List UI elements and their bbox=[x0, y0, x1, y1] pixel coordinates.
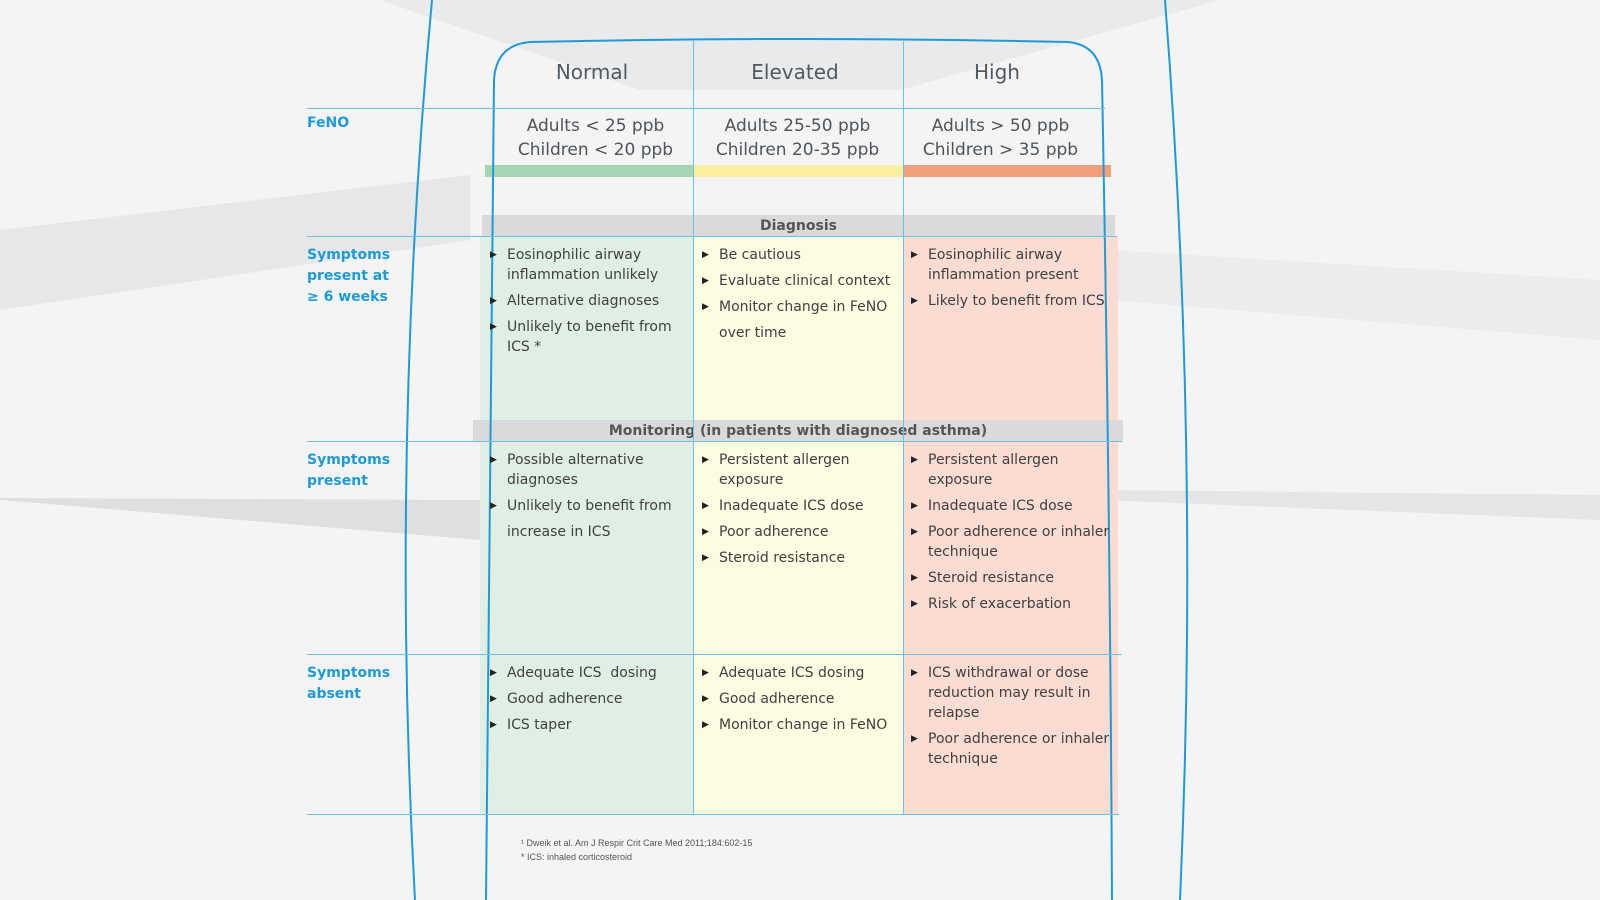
list-item: Adequate ICS dosing bbox=[490, 663, 685, 683]
list-item: Poor adherence or inhaler technique bbox=[911, 522, 1111, 562]
present-high-cell: Persistent allergen exposure Inadequate … bbox=[911, 450, 1111, 620]
diagnosis-elevated-cell: Be cautious Evaluate clinical context Mo… bbox=[702, 245, 897, 352]
list-item: Unlikely to benefit from increase in ICS bbox=[490, 493, 685, 545]
list-item: Inadequate ICS dose bbox=[702, 496, 897, 516]
list-item: Evaluate clinical context bbox=[702, 271, 897, 291]
absent-normal-cell: Adequate ICS dosing Good adherence ICS t… bbox=[490, 663, 685, 741]
row-label-symptoms-absent: Symptoms absent bbox=[307, 665, 391, 702]
absent-high-cell: ICS withdrawal or dose reduction may res… bbox=[911, 663, 1111, 775]
list-item: Monitor change in FeNO bbox=[702, 715, 897, 735]
divider-diagnosis bbox=[307, 236, 1117, 237]
column-divider-1 bbox=[693, 40, 694, 814]
row-label-symptoms-6wk: Symptoms present at ≥ 6 weeks bbox=[307, 247, 391, 305]
list-item: Poor adherence bbox=[702, 522, 897, 542]
list-item: Steroid resistance bbox=[911, 568, 1111, 588]
divider-monitoring bbox=[307, 441, 1122, 442]
list-item: Eosinophilic airway inflammation present bbox=[911, 245, 1111, 285]
list-item: Alternative diagnoses bbox=[490, 291, 685, 311]
row-label-symptoms-present: Symptoms present bbox=[307, 452, 391, 489]
list-item: Persistent allergen exposure bbox=[702, 450, 897, 490]
list-item: Risk of exacerbation bbox=[911, 594, 1111, 614]
list-item: ICS taper bbox=[490, 715, 685, 735]
list-item: Steroid resistance bbox=[702, 548, 897, 568]
list-item: Likely to benefit from ICS bbox=[911, 291, 1111, 311]
list-item: Poor adherence or inhaler technique bbox=[911, 729, 1111, 769]
list-item: Persistent allergen exposure bbox=[911, 450, 1111, 490]
divider-absent bbox=[307, 654, 1122, 655]
list-item: Good adherence bbox=[490, 689, 685, 709]
list-item: Adequate ICS dosing bbox=[702, 663, 897, 683]
column-header-high: High bbox=[974, 60, 1020, 84]
column-divider-2 bbox=[903, 40, 904, 814]
row-label-feno: FeNO bbox=[307, 115, 350, 131]
elevated-level-bar bbox=[694, 165, 903, 177]
divider-bottom bbox=[307, 814, 1119, 815]
section-diagnosis: Diagnosis bbox=[482, 215, 1115, 237]
diagnosis-normal-cell: Eosinophilic airway inflammation unlikel… bbox=[490, 245, 685, 363]
section-monitoring: Monitoring (in patients with diagnosed a… bbox=[473, 420, 1123, 442]
column-header-normal: Normal bbox=[555, 60, 629, 84]
list-item: Monitor change in FeNO over time bbox=[702, 294, 897, 346]
list-item: ICS withdrawal or dose reduction may res… bbox=[911, 663, 1111, 723]
absent-elevated-cell: Adequate ICS dosing Good adherence Monit… bbox=[702, 663, 897, 741]
list-item: Inadequate ICS dose bbox=[911, 496, 1111, 516]
high-level-bar bbox=[904, 165, 1111, 177]
divider-header bbox=[307, 108, 1105, 109]
list-item: Possible alternative diagnoses bbox=[490, 450, 685, 490]
diagnosis-high-cell: Eosinophilic airway inflammation present… bbox=[911, 245, 1111, 317]
range-elevated: Adults 25-50 ppb Children 20-35 ppb bbox=[715, 116, 880, 160]
column-header-elevated: Elevated bbox=[751, 60, 839, 84]
footnote-ics: * ICS: inhaled corticosteroid bbox=[521, 852, 633, 862]
list-item: Eosinophilic airway inflammation unlikel… bbox=[490, 245, 685, 285]
list-item: Good adherence bbox=[702, 689, 897, 709]
present-normal-cell: Possible alternative diagnoses Unlikely … bbox=[490, 450, 685, 551]
normal-level-bar bbox=[485, 165, 693, 177]
list-item: Unlikely to benefit from ICS * bbox=[490, 317, 685, 357]
range-normal: Adults < 25 ppb Children < 20 ppb bbox=[517, 116, 674, 160]
footnote-reference: ¹ Dweik et al. Am J Respir Crit Care Med… bbox=[521, 838, 753, 848]
present-elevated-cell: Persistent allergen exposure Inadequate … bbox=[702, 450, 897, 574]
list-item: Be cautious bbox=[702, 245, 897, 265]
range-high: Adults > 50 ppb Children > 35 ppb bbox=[922, 116, 1079, 160]
